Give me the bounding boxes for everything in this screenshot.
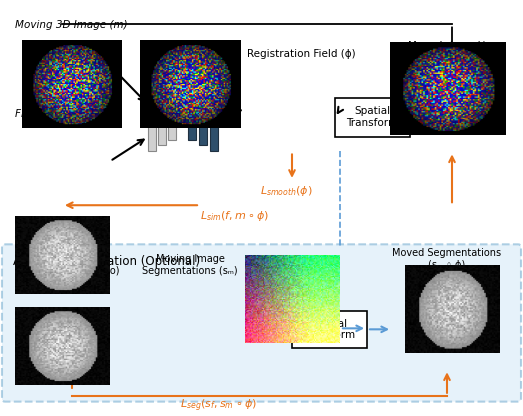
- Text: Spatial
Transform: Spatial Transform: [303, 319, 356, 340]
- FancyBboxPatch shape: [158, 101, 166, 145]
- FancyBboxPatch shape: [210, 93, 218, 151]
- FancyBboxPatch shape: [292, 311, 367, 348]
- Text: Spatial
Transform: Spatial Transform: [346, 106, 399, 128]
- Text: Fixed 3D Image (f): Fixed 3D Image (f): [15, 109, 111, 119]
- Text: $g_\theta(f,m)$: $g_\theta(f,m)$: [156, 73, 198, 87]
- Text: Registration Field (ϕ): Registration Field (ϕ): [247, 49, 356, 59]
- Text: Moved  (m ◦ ϕ): Moved (m ◦ ϕ): [408, 41, 486, 51]
- Text: $L_{smooth}(\phi)$: $L_{smooth}(\phi)$: [260, 184, 313, 198]
- Text: Moving Image
Segmentations (sₘ): Moving Image Segmentations (sₘ): [142, 254, 238, 275]
- FancyBboxPatch shape: [2, 244, 521, 401]
- FancyBboxPatch shape: [168, 106, 176, 140]
- Text: ...: ...: [174, 112, 186, 125]
- FancyBboxPatch shape: [188, 106, 196, 140]
- FancyBboxPatch shape: [335, 98, 410, 137]
- FancyBboxPatch shape: [148, 93, 156, 151]
- FancyBboxPatch shape: [199, 101, 207, 145]
- Text: Moving 3D Image (m): Moving 3D Image (m): [15, 20, 128, 30]
- Text: $L_{sim}(f, m \circ \phi)$: $L_{sim}(f, m \circ \phi)$: [200, 209, 269, 223]
- Text: Auxiliary Information (Optional): Auxiliary Information (Optional): [13, 255, 200, 268]
- Text: $L_{seg}(s_f, s_m \circ \phi)$: $L_{seg}(s_f, s_m \circ \phi)$: [180, 398, 257, 414]
- Text: Fixed Image
Segmentations (sᴏ): Fixed Image Segmentations (sᴏ): [24, 254, 120, 275]
- Text: Moved Segmentations
(sₘ ◦ ϕ): Moved Segmentations (sₘ ◦ ϕ): [392, 248, 502, 270]
